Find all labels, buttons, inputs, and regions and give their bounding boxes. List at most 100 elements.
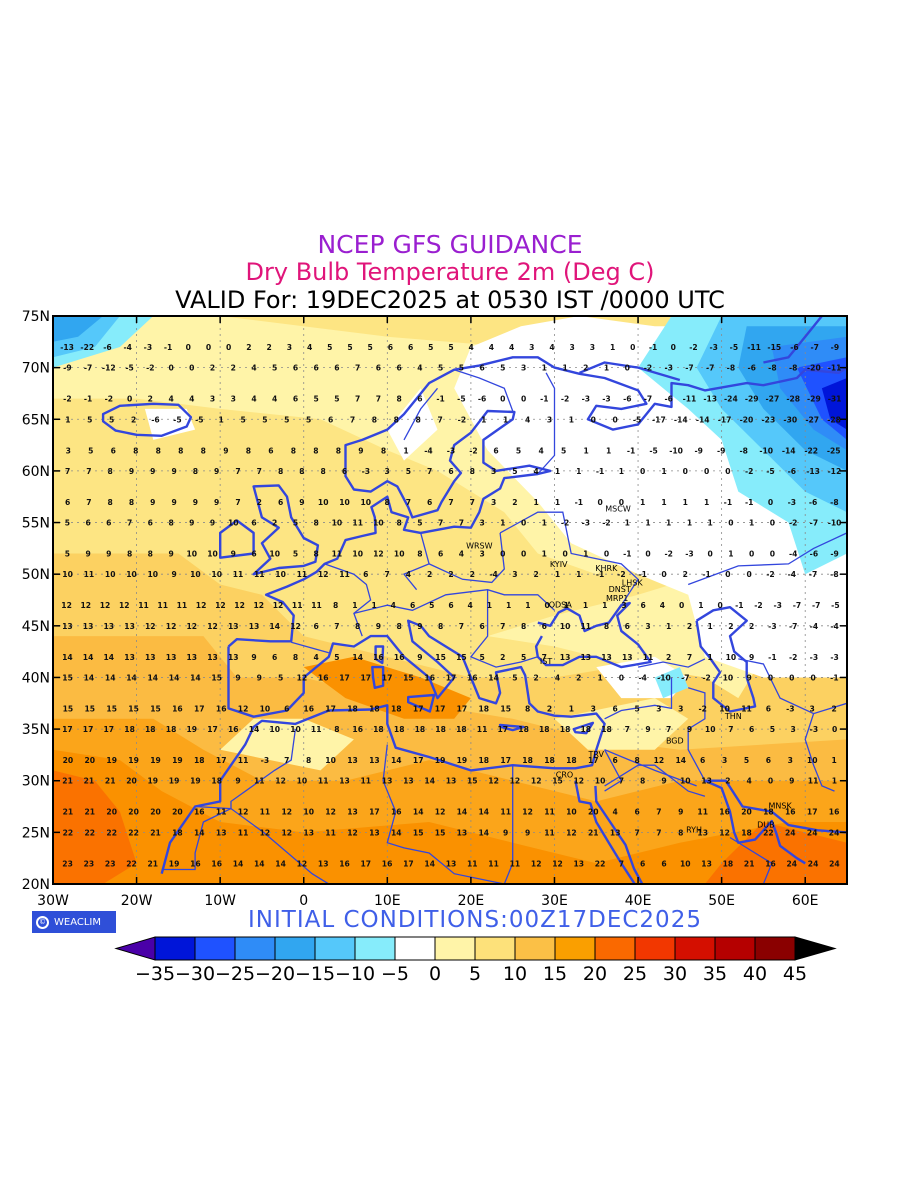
grid-value: 10 bbox=[269, 550, 280, 559]
lon-label: 20W bbox=[121, 893, 153, 909]
grid-value: 2 bbox=[583, 364, 588, 373]
grid-value: 10 bbox=[126, 570, 137, 579]
grid-value: -3 bbox=[709, 343, 717, 352]
grid-value: 8 bbox=[372, 415, 377, 424]
grid-value: 16 bbox=[373, 653, 384, 662]
grid-value: 22 bbox=[106, 828, 117, 837]
grid-value: 0 bbox=[521, 395, 526, 404]
grid-value: -7 bbox=[793, 601, 801, 610]
border-kazakhstan bbox=[687, 532, 847, 586]
grid-value: -4 bbox=[638, 674, 646, 683]
grid-value: -1 bbox=[702, 570, 710, 579]
grid-value: 15 bbox=[106, 704, 117, 713]
grid-value: 13 bbox=[701, 777, 712, 786]
grid-value: 3 bbox=[479, 519, 484, 528]
grid-value: 1 bbox=[65, 415, 70, 424]
grid-value: -3 bbox=[362, 467, 370, 476]
grid-value: 1 bbox=[708, 519, 713, 528]
grid-value: 20 bbox=[172, 808, 183, 817]
grid-value: 5 bbox=[428, 343, 433, 352]
grid-value: -8 bbox=[768, 364, 776, 373]
grid-value: 12 bbox=[297, 674, 308, 683]
grid-value: 14 bbox=[391, 756, 402, 765]
grid-value: 5 bbox=[262, 415, 267, 424]
grid-value: -4 bbox=[810, 622, 818, 631]
mediterranean-coast bbox=[160, 619, 606, 875]
grid-value: 10 bbox=[332, 519, 343, 528]
grid-value: 21 bbox=[148, 859, 159, 868]
station-cro: CRO bbox=[556, 771, 573, 780]
grid-value: 8 bbox=[397, 519, 402, 528]
grid-value: -4 bbox=[123, 343, 131, 352]
grid-value: 1 bbox=[749, 519, 754, 528]
grid-value: 14 bbox=[479, 828, 490, 837]
station-wrsw: WRSW bbox=[466, 542, 493, 551]
lon-label: 10W bbox=[204, 893, 236, 909]
colorbar-label: 5 bbox=[469, 963, 481, 985]
grid-value: 12 bbox=[196, 601, 207, 610]
grid-value: 6 bbox=[148, 519, 153, 528]
grid-value: 8 bbox=[314, 519, 319, 528]
grid-value: 20 bbox=[63, 756, 74, 765]
lon-label: 10E bbox=[374, 893, 401, 909]
grid-value: 6 bbox=[376, 364, 381, 373]
grid-value: 4 bbox=[509, 343, 514, 352]
grid-value: 12 bbox=[61, 601, 72, 610]
grid-value: 7 bbox=[235, 498, 240, 507]
grid-value: 13 bbox=[446, 777, 457, 786]
grid-value: 10 bbox=[318, 498, 329, 507]
grid-value: 2 bbox=[683, 570, 688, 579]
grid-value: 20 bbox=[128, 808, 139, 817]
grid-value: 11 bbox=[488, 859, 499, 868]
grid-value: 7 bbox=[619, 777, 624, 786]
grid-value: 2 bbox=[470, 570, 475, 579]
grid-value: 18 bbox=[566, 756, 577, 765]
grid-value: 9 bbox=[749, 653, 754, 662]
colorbar-low-arrow bbox=[114, 936, 156, 961]
grid-value: 5 bbox=[334, 395, 339, 404]
grid-value: 1 bbox=[832, 777, 837, 786]
grid-value: -3 bbox=[773, 601, 781, 610]
grid-value: 4 bbox=[189, 395, 194, 404]
grid-value: 5 bbox=[65, 519, 70, 528]
lat-label: 50N bbox=[22, 567, 50, 583]
grid-value: 8 bbox=[384, 498, 389, 507]
grid-value: 10 bbox=[726, 653, 737, 662]
grid-value: 17 bbox=[413, 704, 424, 713]
grid-value: -17 bbox=[652, 415, 666, 424]
lat-label: 30N bbox=[22, 774, 50, 790]
grid-value: -8 bbox=[727, 364, 735, 373]
grid-value: 17 bbox=[325, 704, 336, 713]
lat-label: 75N bbox=[22, 309, 50, 325]
grid-value: -9 bbox=[830, 550, 838, 559]
grid-value: 1 bbox=[500, 519, 505, 528]
grid-value: 18 bbox=[211, 777, 222, 786]
grid-value: 2 bbox=[272, 519, 277, 528]
grid-value: 1 bbox=[487, 601, 492, 610]
grid-value: 11 bbox=[741, 704, 752, 713]
grid-value: 12 bbox=[238, 808, 249, 817]
grid-value: 13 bbox=[403, 777, 414, 786]
logo-text: WEACLIM bbox=[54, 916, 102, 928]
grid-value: -7 bbox=[809, 570, 817, 579]
lat-label: 35N bbox=[22, 722, 50, 738]
grid-value: 16 bbox=[829, 808, 840, 817]
grid-value: 21 bbox=[63, 808, 74, 817]
grid-value: -7 bbox=[84, 364, 92, 373]
grid-value: -1 bbox=[164, 343, 172, 352]
grid-value: 6 bbox=[427, 498, 432, 507]
grid-value: 0 bbox=[500, 550, 505, 559]
colorbar-label: 45 bbox=[783, 963, 807, 985]
grid-value: 12 bbox=[282, 828, 293, 837]
grid-value: 4 bbox=[534, 467, 539, 476]
colorbar-swatch bbox=[714, 936, 756, 961]
grid-value: 18 bbox=[723, 859, 734, 868]
grid-value: 14 bbox=[413, 808, 424, 817]
grid-value: 7 bbox=[656, 828, 661, 837]
grid-value: 16 bbox=[765, 859, 776, 868]
grid-value: 5 bbox=[87, 415, 92, 424]
cyprus-coast bbox=[572, 721, 595, 735]
grid-value: -1 bbox=[724, 498, 732, 507]
